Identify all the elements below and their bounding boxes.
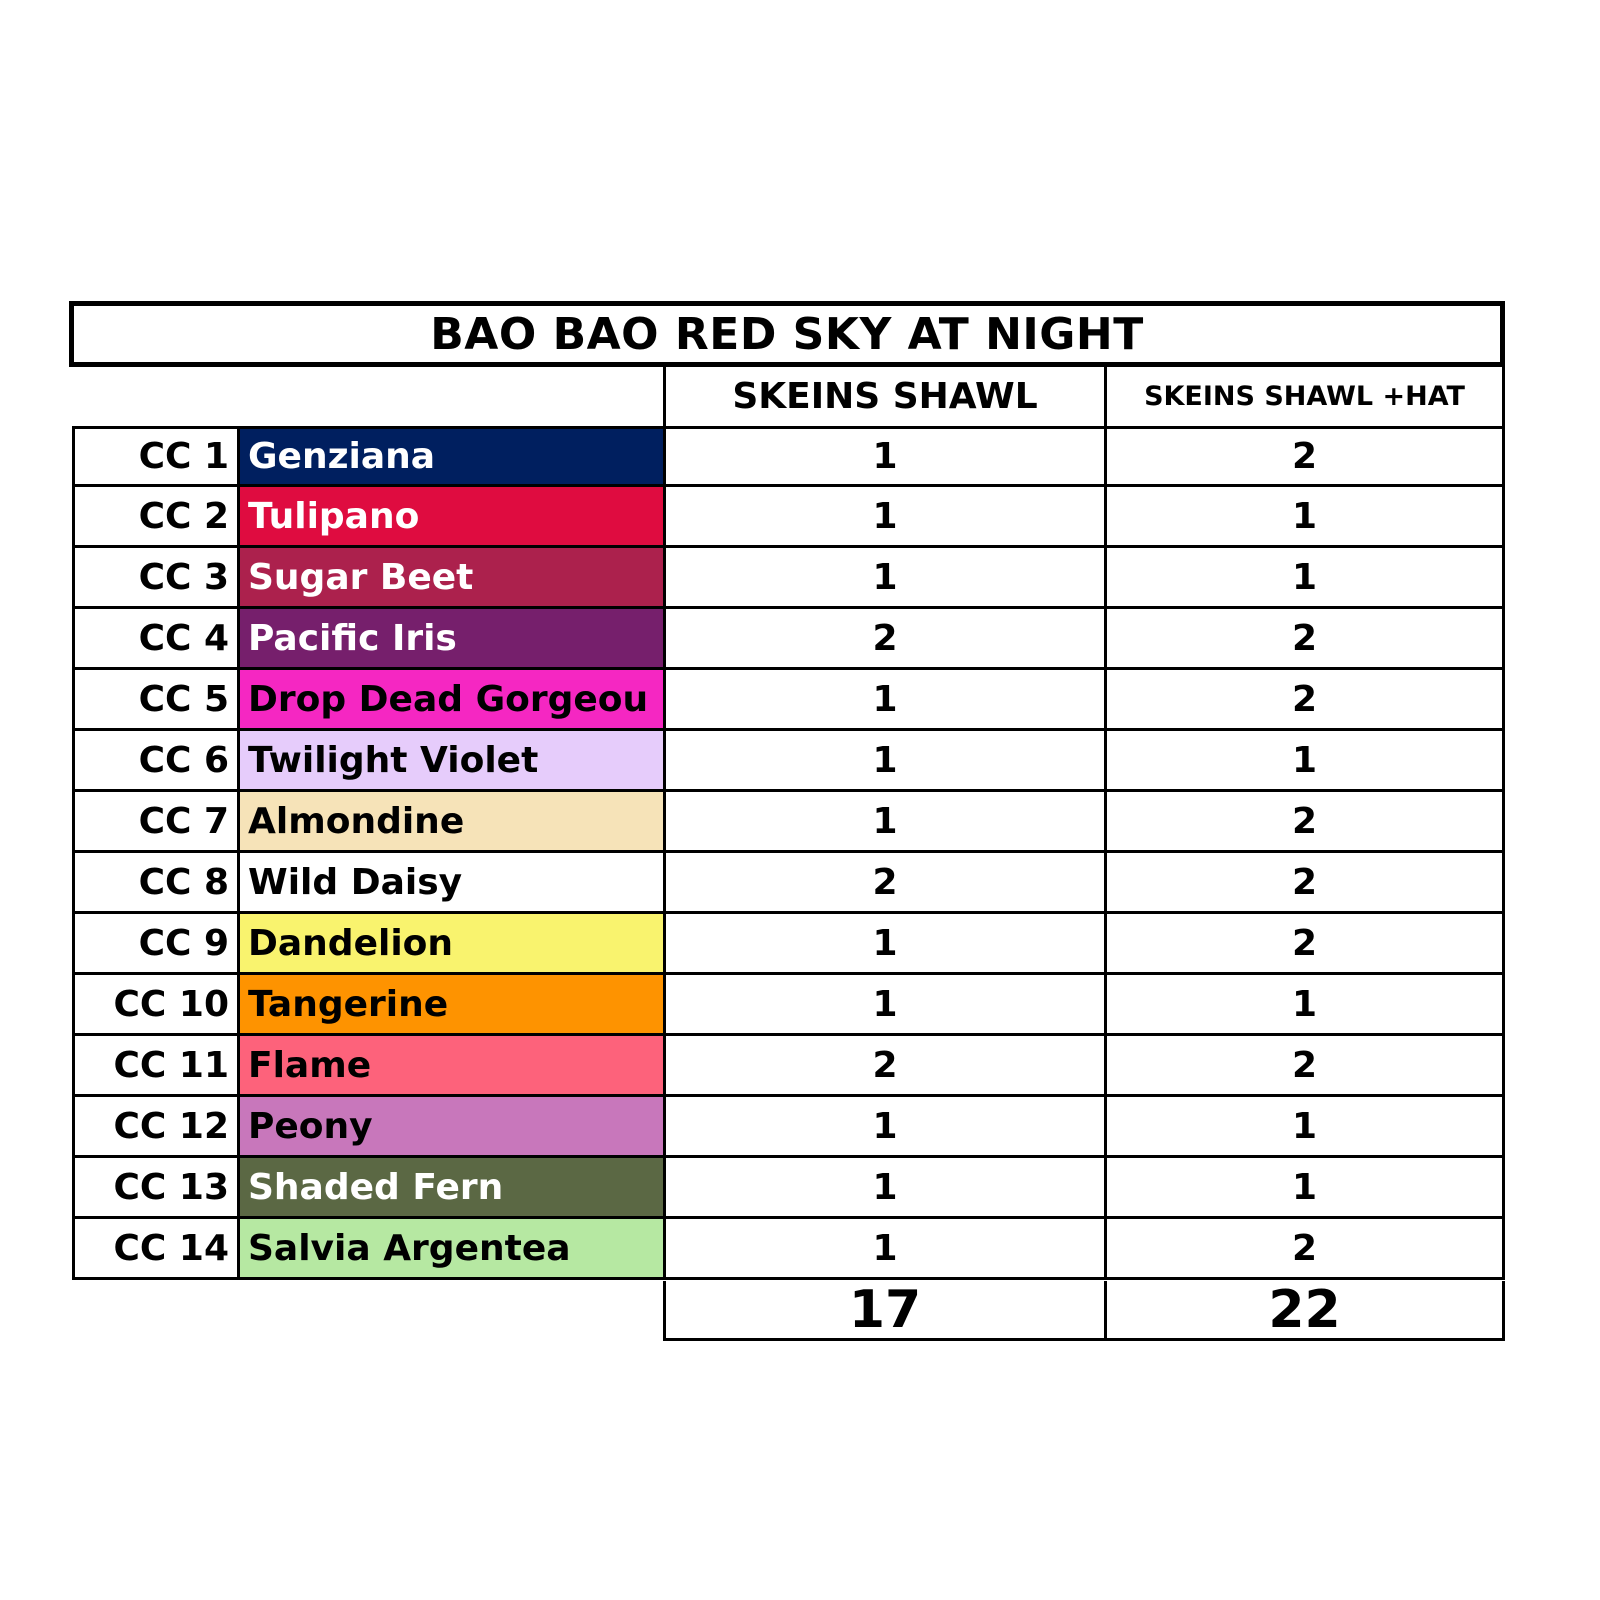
- skeins-shawl-hat-value: 1: [1104, 487, 1505, 548]
- table-row: CC 11 Flame 2 2: [72, 1036, 1505, 1097]
- skeins-shawl-value: 1: [663, 914, 1104, 975]
- table-row: CC 8 Wild Daisy 2 2: [72, 853, 1505, 914]
- color-name: Dandelion: [240, 914, 663, 975]
- color-code: CC 13: [72, 1158, 240, 1219]
- skeins-shawl-value: 1: [663, 548, 1104, 609]
- color-code: CC 14: [72, 1219, 240, 1280]
- table-row: CC 5 Drop Dead Gorgeou 1 2: [72, 670, 1505, 731]
- totals-row: 17 22: [663, 1281, 1505, 1341]
- table-row: CC 6 Twilight Violet 1 1: [72, 731, 1505, 792]
- color-code: CC 3: [72, 548, 240, 609]
- skeins-shawl-hat-value: 1: [1104, 731, 1505, 792]
- skeins-shawl-hat-value: 2: [1104, 853, 1505, 914]
- color-code: CC 9: [72, 914, 240, 975]
- color-code: CC 7: [72, 792, 240, 853]
- skeins-shawl-value: 1: [663, 1219, 1104, 1280]
- skeins-shawl-hat-value: 2: [1104, 792, 1505, 853]
- color-name: Twilight Violet: [240, 731, 663, 792]
- color-code: CC 4: [72, 609, 240, 670]
- skeins-shawl-value: 2: [663, 853, 1104, 914]
- skeins-shawl-hat-value: 2: [1104, 609, 1505, 670]
- skeins-shawl-hat-value: 1: [1104, 548, 1505, 609]
- skeins-shawl-hat-value: 2: [1104, 1219, 1505, 1280]
- table-row: CC 14 Salvia Argentea 1 2: [72, 1219, 1505, 1280]
- skeins-shawl-hat-value: 1: [1104, 1158, 1505, 1219]
- table-row: CC 1 Genziana 1 2: [72, 426, 1505, 487]
- table-row: CC 7 Almondine 1 2: [72, 792, 1505, 853]
- total-shawl-hat: 22: [1104, 1281, 1505, 1341]
- skeins-shawl-hat-value: 1: [1104, 1097, 1505, 1158]
- yarn-table: CC 1 Genziana 1 2 CC 2 Tulipano 1 1 CC 3 Sugar Be…: [72, 426, 1505, 1280]
- table-row: CC 13 Shaded Fern 1 1: [72, 1158, 1505, 1219]
- color-name: Genziana: [240, 426, 663, 487]
- color-name: Wild Daisy: [240, 853, 663, 914]
- skeins-shawl-value: 1: [663, 975, 1104, 1036]
- skeins-shawl-value: 1: [663, 1097, 1104, 1158]
- skeins-shawl-value: 1: [663, 487, 1104, 548]
- color-name: Almondine: [240, 792, 663, 853]
- table-row: CC 9 Dandelion 1 2: [72, 914, 1505, 975]
- skeins-shawl-value: 1: [663, 426, 1104, 487]
- color-name: Pacific Iris: [240, 609, 663, 670]
- total-shawl: 17: [663, 1281, 1104, 1341]
- skeins-shawl-value: 1: [663, 1158, 1104, 1219]
- color-code: CC 8: [72, 853, 240, 914]
- skeins-shawl-hat-value: 1: [1104, 975, 1505, 1036]
- color-name: Drop Dead Gorgeou: [240, 670, 663, 731]
- skeins-shawl-hat-value: 2: [1104, 914, 1505, 975]
- table-row: CC 2 Tulipano 1 1: [72, 487, 1505, 548]
- skeins-shawl-value: 1: [663, 670, 1104, 731]
- table-row: CC 3 Sugar Beet 1 1: [72, 548, 1505, 609]
- table-row: CC 12 Peony 1 1: [72, 1097, 1505, 1158]
- skeins-shawl-value: 1: [663, 731, 1104, 792]
- color-code: CC 6: [72, 731, 240, 792]
- color-code: CC 11: [72, 1036, 240, 1097]
- color-name: Peony: [240, 1097, 663, 1158]
- header-skeins-shawl-hat: SKEINS SHAWL +HAT: [1104, 366, 1505, 427]
- skeins-shawl-value: 2: [663, 609, 1104, 670]
- color-code: CC 12: [72, 1097, 240, 1158]
- skeins-shawl-value: 1: [663, 792, 1104, 853]
- color-name: Tangerine: [240, 975, 663, 1036]
- color-name: Flame: [240, 1036, 663, 1097]
- header-skeins-shawl: SKEINS SHAWL: [663, 366, 1104, 427]
- color-code: CC 5: [72, 670, 240, 731]
- color-name: Sugar Beet: [240, 548, 663, 609]
- color-name: Salvia Argentea: [240, 1219, 663, 1280]
- color-name: Shaded Fern: [240, 1158, 663, 1219]
- skeins-shawl-hat-value: 2: [1104, 1036, 1505, 1097]
- skeins-shawl-hat-value: 2: [1104, 670, 1505, 731]
- skeins-shawl-hat-value: 2: [1104, 426, 1505, 487]
- table-row: CC 4 Pacific Iris 2 2: [72, 609, 1505, 670]
- skeins-shawl-value: 2: [663, 1036, 1104, 1097]
- table-row: CC 10 Tangerine 1 1: [72, 975, 1505, 1036]
- color-code: CC 1: [72, 426, 240, 487]
- color-code: CC 2: [72, 487, 240, 548]
- table-title: BAO BAO RED SKY AT NIGHT: [69, 301, 1505, 367]
- color-name: Tulipano: [240, 487, 663, 548]
- color-code: CC 10: [72, 975, 240, 1036]
